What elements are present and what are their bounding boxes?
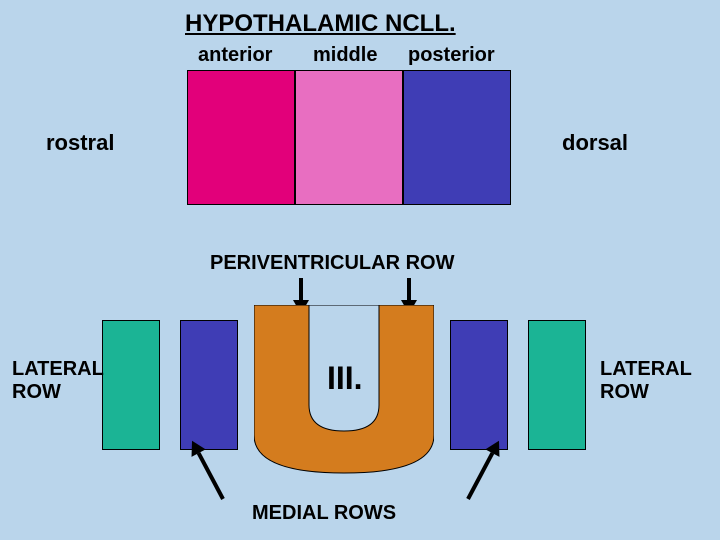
label-lateral-row-left: LATERALROW	[12, 358, 104, 404]
label-lateral-row-right: LATERALROW	[600, 358, 692, 404]
label-posterior: posterior	[408, 44, 495, 67]
lateral-row-left-line1: LATERALROW	[12, 358, 104, 403]
box-anterior	[187, 70, 295, 205]
box-lateral-left	[102, 320, 160, 450]
label-third-ventricle: III.	[327, 360, 363, 397]
box-posterior	[403, 70, 511, 205]
box-medial-left	[180, 320, 238, 450]
box-medial-right	[450, 320, 508, 450]
label-rostral: rostral	[46, 130, 114, 156]
box-middle	[295, 70, 403, 205]
diagram-title: HYPOTHALAMIC NCLL.	[185, 10, 456, 38]
label-middle: middle	[313, 44, 377, 67]
label-medial-rows: MEDIAL ROWS	[252, 502, 396, 525]
lateral-row-right-line1: LATERALROW	[600, 358, 692, 403]
box-lateral-right	[528, 320, 586, 450]
label-periventricular: PERIVENTRICULAR ROW	[210, 252, 454, 275]
label-dorsal: dorsal	[562, 130, 628, 156]
label-anterior: anterior	[198, 44, 272, 67]
